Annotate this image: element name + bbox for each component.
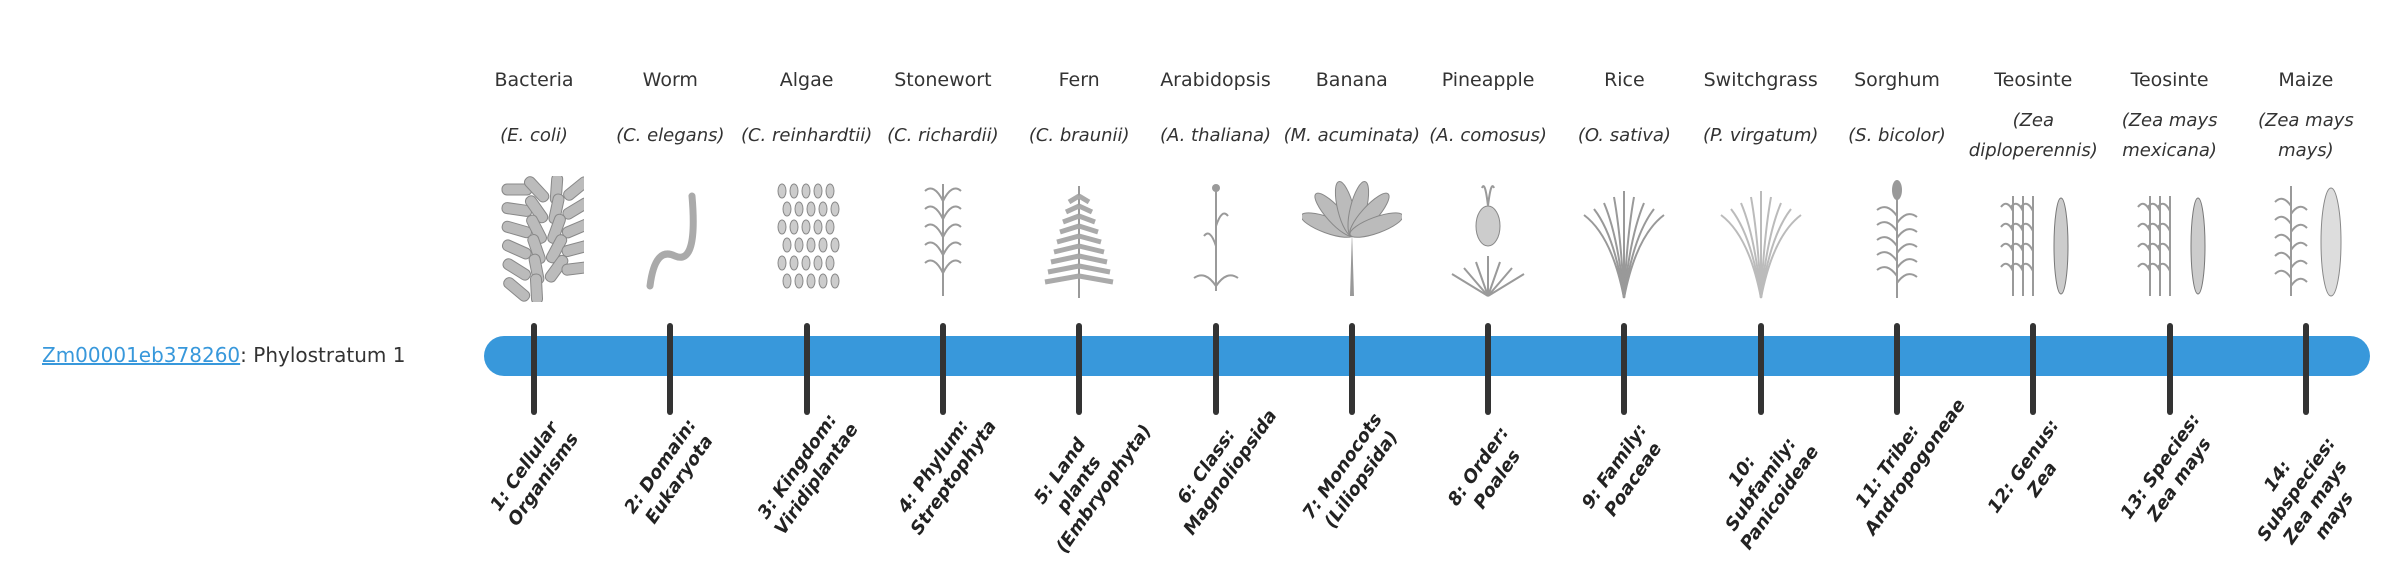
organism-common-name: Worm xyxy=(642,69,698,91)
stratum-label: 7: Monocots (Liliopsida) xyxy=(1298,409,1403,533)
stratum-label: 12: Genus: Zea xyxy=(1983,415,2064,518)
phylostratum-text: : Phylostratum 1 xyxy=(240,343,406,367)
gene-label: Zm00001eb378260: Phylostratum 1 xyxy=(42,340,405,370)
scientific-name-text: (A. comosus) xyxy=(1429,125,1547,146)
sorghum-icon xyxy=(1847,176,1947,302)
organism-common-name: Sorghum xyxy=(1854,69,1940,91)
stratum-tick xyxy=(1076,323,1083,415)
scientific-name-text: (C. braunii) xyxy=(1028,125,1130,146)
organism-scientific-name: (A. thaliana) xyxy=(1146,106,1286,166)
organism-scientific-name: (O. sativa) xyxy=(1554,106,1694,166)
algae-icon xyxy=(757,176,857,302)
scientific-name-text: (C. elegans) xyxy=(616,125,725,146)
stratum-label: 4: Phylum: Streptophyta xyxy=(893,415,1001,539)
stratum-label: 5: Land plants (Embryophyta) xyxy=(1030,420,1157,557)
stratum-label: 2: Domain: Eukaryota xyxy=(620,415,718,528)
rice-icon xyxy=(1574,176,1674,302)
organism-common-name: Stonewort xyxy=(894,69,992,91)
scientific-name-text: (E. coli) xyxy=(500,125,568,146)
organism-common-name: Rice xyxy=(1604,69,1645,91)
organism-common-name: Banana xyxy=(1315,69,1388,91)
stratum-label: 13: Species: Zea mays xyxy=(2116,409,2216,526)
bacteria-icon xyxy=(484,173,593,305)
organism-common-name: Arabidopsis xyxy=(1160,69,1271,91)
organism-common-name: Algae xyxy=(779,69,834,91)
organism-scientific-name: (P. virgatum) xyxy=(1691,106,1831,166)
worm-icon xyxy=(620,176,720,302)
stratum-tick xyxy=(531,323,537,415)
organism-scientific-name: (S. bicolor) xyxy=(1827,106,1967,166)
organism-scientific-name: (A. comosus) xyxy=(1418,106,1558,166)
scientific-name-text: (P. virgatum) xyxy=(1703,125,1819,146)
organism-common-name: Teosinte xyxy=(1994,69,2073,91)
organism-common-name: Bacteria xyxy=(494,69,574,91)
stratum-tick xyxy=(1348,323,1355,415)
banana-icon xyxy=(1300,176,1404,302)
scientific-name-text: (C. richardii) xyxy=(887,125,999,146)
stratum-tick xyxy=(1894,323,1900,415)
stratum-label: 1: Cellular Organisms xyxy=(486,417,584,531)
scientific-name-text: (C. reinhardtii) xyxy=(740,125,873,146)
scientific-name-text: (O. sativa) xyxy=(1577,125,1671,146)
stratum-label: 9: Family: Poaceae xyxy=(1578,420,1667,521)
organism-common-name: Teosinte xyxy=(2130,69,2209,91)
scientific-name-text: (Zea diploperennis) xyxy=(1968,110,2098,161)
arabidopsis-icon xyxy=(1166,176,1266,302)
stratum-label: 11: Tribe: Andropogoneae xyxy=(1851,395,1970,539)
stratum-tick xyxy=(1621,323,1628,415)
stonewort-icon xyxy=(893,176,993,302)
scientific-name-text: (Zea mays mexicana) xyxy=(2121,110,2218,161)
stratum-tick xyxy=(2302,323,2309,415)
organism-scientific-name: (C. reinhardtii) xyxy=(737,106,877,166)
stratum-tick xyxy=(667,323,674,415)
scientific-name-text: (Zea mays mays) xyxy=(2258,110,2354,161)
organism-scientific-name: (Zea diploperennis) xyxy=(1963,106,2103,166)
stratum-tick xyxy=(1757,323,1764,415)
stratum-label: 10: Subfamily: Panicoideae xyxy=(1720,433,1824,554)
gene-id-link[interactable]: Zm00001eb378260 xyxy=(42,343,241,367)
organism-common-name: Maize xyxy=(2278,69,2334,91)
fern-icon xyxy=(1029,176,1129,302)
switchgrass-icon xyxy=(1711,176,1811,302)
stratum-label: 14: Subspecies: Zea mays mays xyxy=(2253,433,2358,549)
pineapple-icon xyxy=(1438,176,1538,302)
organism-scientific-name: (M. acuminata) xyxy=(1282,106,1422,166)
phylostrata-bar xyxy=(484,336,2370,376)
teosinte-icon xyxy=(2120,176,2220,302)
organism-scientific-name: (C. braunii) xyxy=(1009,106,1149,166)
stratum-tick xyxy=(1212,323,1219,415)
scientific-name-text: (S. bicolor) xyxy=(1848,125,1946,146)
maize-icon xyxy=(2256,176,2356,302)
teosinte-icon xyxy=(1983,176,2083,302)
organism-common-name: Switchgrass xyxy=(1703,69,1818,91)
organism-scientific-name: (C. elegans) xyxy=(600,106,740,166)
organism-scientific-name: (Zea mays mays) xyxy=(2236,106,2376,166)
stratum-label: 3: Kingdom: Viridiplantae xyxy=(753,410,863,539)
scientific-name-text: (M. acuminata) xyxy=(1283,125,1420,146)
stratum-tick xyxy=(2030,323,2037,415)
scientific-name-text: (A. thaliana) xyxy=(1159,125,1272,146)
organism-common-name: Pineapple xyxy=(1441,69,1535,91)
stratum-label: 8: Order: Poales xyxy=(1443,422,1526,513)
stratum-tick xyxy=(2166,323,2173,415)
stratum-label: 6: Class: Magnoliopsida xyxy=(1172,405,1281,539)
organism-common-name: Fern xyxy=(1058,69,1100,91)
organism-scientific-name: (Zea mays mexicana) xyxy=(2100,106,2240,166)
stratum-tick xyxy=(939,323,946,415)
stratum-tick xyxy=(1485,323,1492,415)
stratum-tick xyxy=(803,323,810,415)
organism-scientific-name: (E. coli) xyxy=(464,106,604,166)
organism-scientific-name: (C. richardii) xyxy=(873,106,1013,166)
